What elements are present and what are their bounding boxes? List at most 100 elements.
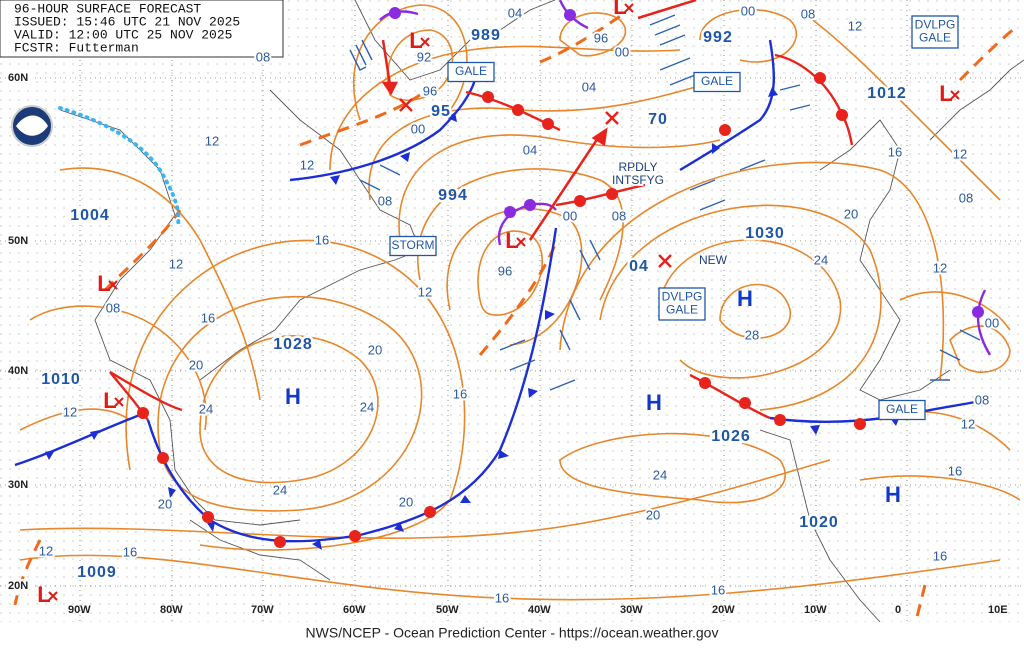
pressure-center: 992 xyxy=(703,29,733,46)
low-center: L xyxy=(97,271,110,296)
isobar-label: 96 xyxy=(423,83,437,98)
isobar-label: 96 xyxy=(498,263,512,278)
pressure-center: 04 xyxy=(629,258,649,275)
warning-box xyxy=(447,61,495,83)
lat-label: 30N xyxy=(8,479,28,491)
high-center: H xyxy=(885,482,901,507)
high-center: H xyxy=(737,286,753,311)
isobar-label: 16 xyxy=(315,232,329,247)
low-cross xyxy=(950,90,960,100)
warning-label: GALE xyxy=(701,74,733,88)
ice-edge xyxy=(58,106,181,227)
isobar-label: 08 xyxy=(612,208,626,223)
warning-label: DVLPG xyxy=(915,18,956,32)
pressure-center: 1026 xyxy=(711,428,751,445)
motion-arrows xyxy=(381,0,697,268)
troughs xyxy=(13,13,1016,626)
low-cross xyxy=(114,397,124,407)
low-cross xyxy=(624,3,634,13)
lat-label-bg xyxy=(6,579,34,593)
lon-label: 50W xyxy=(436,604,459,616)
pressure-center: 1020 xyxy=(799,514,839,531)
lon-label: 80W xyxy=(160,604,183,616)
isobar-label: 12 xyxy=(848,18,862,33)
isobar-label: 00 xyxy=(741,3,755,18)
lat-label: 60N xyxy=(8,72,28,84)
pressure-center: 1028 xyxy=(273,336,313,353)
isobar-label: 24 xyxy=(199,401,213,416)
isobar-label: 16 xyxy=(453,386,467,401)
header-issued: ISSUED: 15:46 UTC 21 NOV 2025 xyxy=(14,14,240,29)
isobar-label: 12 xyxy=(169,256,183,271)
pressure-center: 994 xyxy=(438,187,468,204)
isobar-label: 12 xyxy=(300,157,314,172)
header-valid: VALID: 12:00 UTC 25 NOV 2025 xyxy=(14,27,232,42)
warning-label: STORM xyxy=(391,238,434,252)
graticule xyxy=(0,0,1024,622)
lon-label: 30W xyxy=(620,604,643,616)
isobar-label: 12 xyxy=(63,404,77,419)
low-cross xyxy=(516,237,526,247)
warning-label: GALE xyxy=(455,64,487,78)
isobar-label: 12 xyxy=(418,284,432,299)
pressure-center: 1010 xyxy=(41,371,81,388)
warning-box xyxy=(911,15,959,49)
lon-label: 40W xyxy=(528,604,551,616)
isobar-label: 04 xyxy=(582,79,596,94)
low-center: L xyxy=(103,388,116,413)
lat-label-bg xyxy=(6,71,34,85)
footer-band xyxy=(0,622,1024,652)
lon-label: 10E xyxy=(988,604,1008,616)
lon-label: 70W xyxy=(251,604,274,616)
warning-label: GALE xyxy=(919,31,951,45)
isobar-label: 20 xyxy=(399,494,413,509)
annotation: RPDLY xyxy=(618,160,657,174)
high-center: H xyxy=(285,384,301,409)
warning-box xyxy=(389,235,437,257)
annotation: NEW xyxy=(699,253,728,267)
lat-label-bg xyxy=(6,364,34,378)
isobar-label: 92 xyxy=(417,49,431,64)
isobar-label: 16 xyxy=(948,463,962,478)
isobar-label: 08 xyxy=(959,190,973,205)
isobar-label: 20 xyxy=(158,496,172,511)
isobar-label: 20 xyxy=(844,206,858,221)
isobar-label: 12 xyxy=(953,146,967,161)
isobar-label: 00 xyxy=(985,315,999,330)
isobar-label: 00 xyxy=(563,208,577,223)
low-cross xyxy=(48,591,58,601)
high-center: H xyxy=(646,390,662,415)
isobar-label: 04 xyxy=(523,142,537,157)
isobar-label: 04 xyxy=(508,5,522,20)
isobar-label: 00 xyxy=(615,44,629,59)
isobar-label: 96 xyxy=(594,30,608,45)
isobar-label: 24 xyxy=(360,399,374,414)
lat-label-bg xyxy=(6,234,34,248)
lat-label: 20N xyxy=(8,580,28,592)
isobar-label: 00 xyxy=(411,121,425,136)
lon-label: 20W xyxy=(712,604,735,616)
pressure-center: 1030 xyxy=(745,225,785,242)
isobar-label: 28 xyxy=(745,327,759,342)
isobar-label: 12 xyxy=(39,543,53,558)
logo xyxy=(11,105,53,147)
lon-label: 10W xyxy=(804,604,827,616)
low-center: L xyxy=(939,81,952,106)
isobar-label: 16 xyxy=(495,590,509,605)
lat-label: 40N xyxy=(8,365,28,377)
isobar-label: 12 xyxy=(205,133,219,148)
warning-box xyxy=(693,71,741,93)
isobar-label: 24 xyxy=(653,467,667,482)
isobar-label: 16 xyxy=(201,310,215,325)
lat-label: 50N xyxy=(8,235,28,247)
header-title: 96-HOUR SURFACE FORECAST xyxy=(14,1,201,16)
warning-label: GALE xyxy=(886,402,918,416)
header-box: 96-HOUR SURFACE FORECAST ISSUED: 15:46 U… xyxy=(0,0,284,58)
isobar-label: 08 xyxy=(106,300,120,315)
isobar-label: 16 xyxy=(711,582,725,597)
wind-barbs xyxy=(349,14,981,391)
lon-label: 90W xyxy=(68,604,91,616)
isobar-label: 08 xyxy=(975,392,989,407)
pressure-center: 1009 xyxy=(77,564,117,581)
